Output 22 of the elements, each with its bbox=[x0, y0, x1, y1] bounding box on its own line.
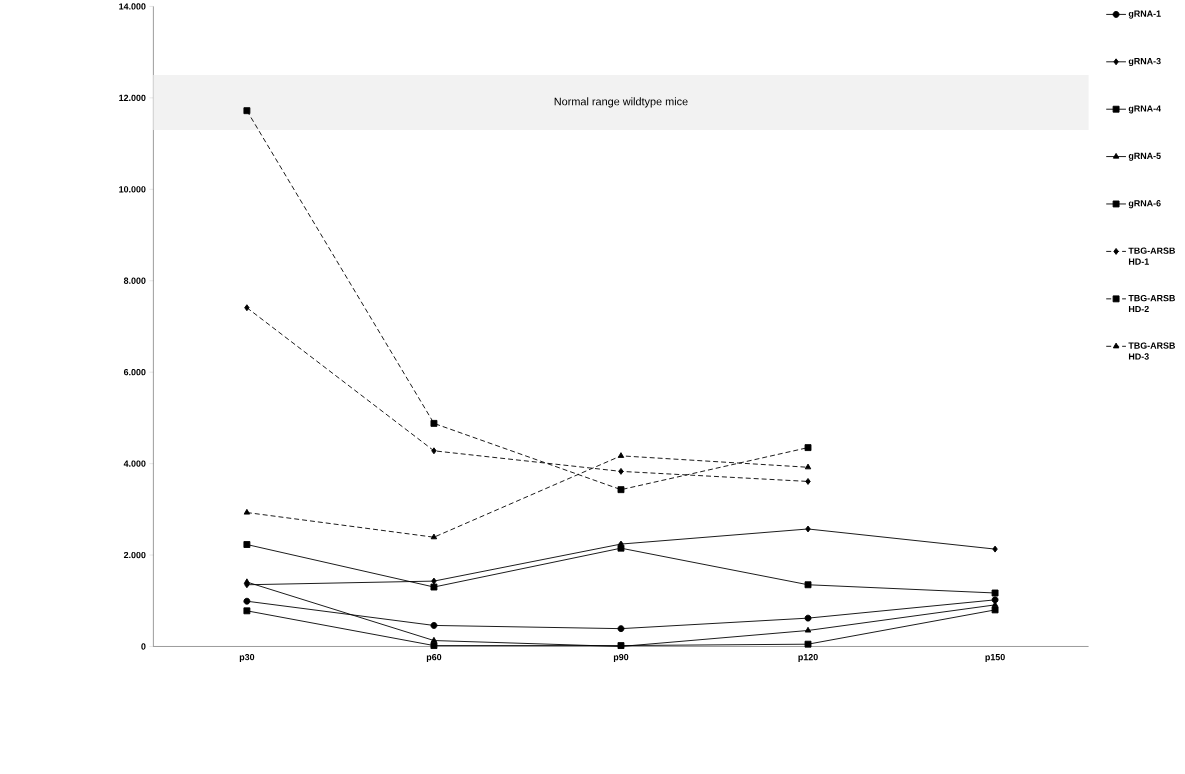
x-tick-label: p120 bbox=[798, 653, 818, 662]
y-tick-label: 12.000 bbox=[119, 94, 146, 101]
legend-label: gRNA-5 bbox=[1128, 152, 1161, 161]
y-tick-label: 4.000 bbox=[123, 460, 146, 467]
legend-label: TBG-ARSB HD-3 bbox=[1128, 342, 1175, 360]
x-tick-label: p90 bbox=[613, 653, 629, 662]
legend-label: gRNA-3 bbox=[1128, 57, 1161, 66]
legend-label: gRNA-4 bbox=[1128, 105, 1161, 114]
legend-label: gRNA-6 bbox=[1128, 199, 1161, 208]
y-tick-label: 0 bbox=[141, 643, 146, 650]
x-tick-label: p30 bbox=[239, 653, 255, 662]
legend-label: TBG-ARSB HD-2 bbox=[1128, 294, 1175, 312]
y-tick-label: 6.000 bbox=[123, 368, 146, 376]
y-tick-label: 8.000 bbox=[123, 277, 146, 284]
legend-label: TBG-ARSB HD-1 bbox=[1128, 247, 1175, 265]
y-tick-label: 2.000 bbox=[123, 551, 146, 558]
x-tick-label: p60 bbox=[426, 653, 442, 662]
legend-label: gRNA-1 bbox=[1128, 10, 1161, 19]
x-tick-label: p150 bbox=[985, 653, 1005, 662]
band-label: Normal range wildtype mice bbox=[554, 97, 688, 108]
y-tick-label: 10.000 bbox=[119, 185, 146, 193]
y-tick-label: 14.000 bbox=[119, 3, 146, 10]
